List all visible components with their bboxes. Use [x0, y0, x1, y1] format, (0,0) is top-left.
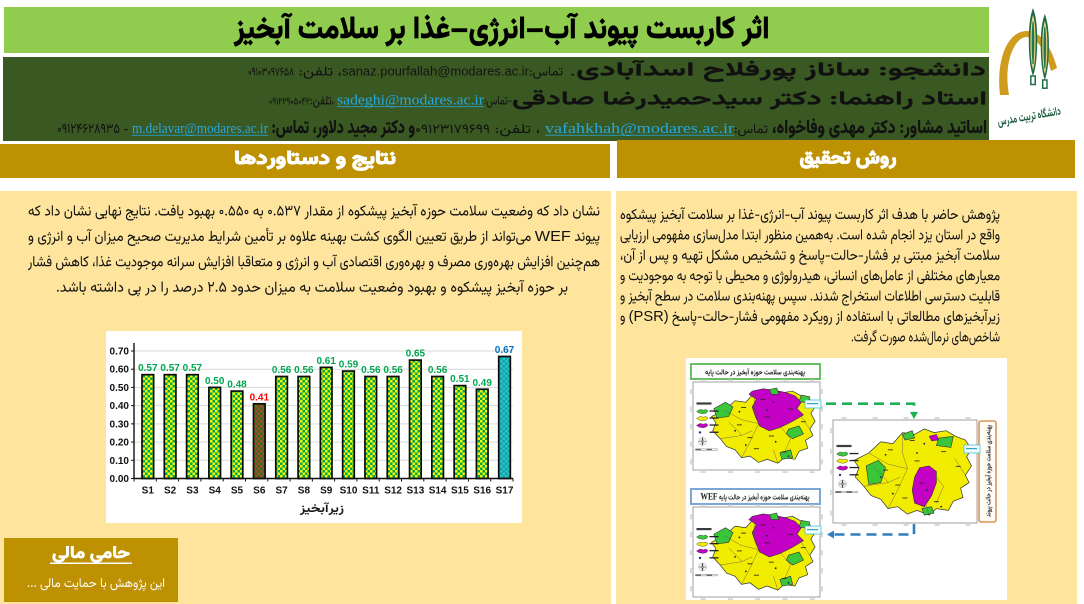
svg-text:0.51: 0.51	[450, 374, 470, 385]
svg-text:0.57: 0.57	[138, 363, 158, 374]
svg-text:S16: S16	[473, 486, 491, 497]
svg-text:S5: S5	[231, 486, 244, 497]
svg-text:S4: S4	[209, 486, 222, 497]
svg-text:0.56: 0.56	[361, 365, 381, 376]
svg-text:S17: S17	[496, 486, 514, 497]
svg-text:0.56: 0.56	[383, 365, 403, 376]
svg-text:0.10: 0.10	[110, 456, 130, 467]
svg-text:S15: S15	[451, 486, 469, 497]
svg-text:0.70: 0.70	[110, 347, 130, 358]
svg-text:S2: S2	[164, 486, 177, 497]
svg-text:0.50: 0.50	[110, 383, 130, 394]
svg-text:0.56: 0.56	[294, 365, 314, 376]
svg-text:WEF: WEF	[535, 228, 571, 245]
svg-text:0.59: 0.59	[339, 360, 359, 371]
svg-text:0.65: 0.65	[406, 349, 426, 360]
svg-text:0.50: 0.50	[205, 376, 225, 387]
svg-text:0.40: 0.40	[110, 401, 130, 412]
svg-text:0.56: 0.56	[272, 365, 292, 376]
svg-text:(PSR): (PSR)	[629, 308, 669, 325]
svg-text:0.60: 0.60	[110, 365, 130, 376]
svg-text:m.delavar@modares.ac.ir: m.delavar@modares.ac.ir	[132, 121, 268, 137]
svg-text:S11: S11	[362, 486, 380, 497]
svg-text:vafahkhah@modares.ac.ir: vafahkhah@modares.ac.ir	[545, 121, 734, 137]
svg-text:0.61: 0.61	[316, 356, 336, 367]
svg-text:0.49: 0.49	[472, 378, 492, 389]
svg-text:S13: S13	[407, 486, 425, 497]
svg-text:0.57: 0.57	[160, 363, 180, 374]
svg-text:0.48: 0.48	[227, 380, 247, 391]
svg-text:S12: S12	[384, 486, 402, 497]
svg-text:0.20: 0.20	[110, 438, 130, 449]
svg-text:0.00: 0.00	[110, 474, 130, 485]
svg-text:sadeghi@modares.ac.ir: sadeghi@modares.ac.ir	[337, 93, 484, 109]
svg-text:S9: S9	[320, 486, 333, 497]
svg-text:0.41: 0.41	[250, 392, 270, 403]
svg-text:S1: S1	[142, 486, 155, 497]
svg-text:0.56: 0.56	[428, 365, 448, 376]
svg-text:0.67: 0.67	[495, 345, 515, 356]
svg-text:S14: S14	[429, 486, 447, 497]
svg-text:WEF: WEF	[701, 492, 718, 502]
svg-text:S10: S10	[340, 486, 358, 497]
svg-text:S3: S3	[186, 486, 199, 497]
svg-text:sanaz.pourfallah@modares.ac.ir: sanaz.pourfallah@modares.ac.ir	[342, 65, 529, 79]
svg-text:0.30: 0.30	[110, 419, 130, 430]
svg-text:S6: S6	[253, 486, 266, 497]
svg-text:S7: S7	[275, 486, 288, 497]
svg-text:0.57: 0.57	[183, 363, 203, 374]
svg-text:S8: S8	[298, 486, 311, 497]
